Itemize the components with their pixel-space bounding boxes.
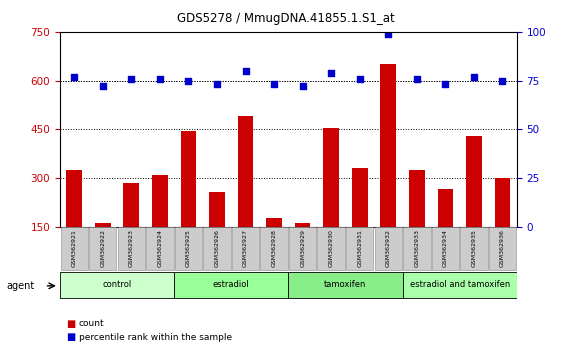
FancyBboxPatch shape bbox=[118, 227, 145, 270]
Text: GSM362935: GSM362935 bbox=[472, 229, 476, 267]
Point bbox=[184, 78, 193, 83]
FancyBboxPatch shape bbox=[432, 227, 459, 270]
Text: GSM362927: GSM362927 bbox=[243, 229, 248, 267]
FancyBboxPatch shape bbox=[61, 227, 88, 270]
Point bbox=[241, 68, 250, 74]
Text: GSM362933: GSM362933 bbox=[415, 229, 419, 267]
FancyBboxPatch shape bbox=[174, 272, 288, 298]
Bar bbox=[152, 175, 168, 227]
Bar bbox=[66, 170, 82, 227]
Bar bbox=[494, 178, 510, 227]
FancyBboxPatch shape bbox=[489, 227, 516, 270]
Text: agent: agent bbox=[7, 281, 35, 291]
Point bbox=[498, 78, 507, 83]
Bar bbox=[266, 218, 282, 227]
Point bbox=[441, 81, 450, 87]
Point bbox=[155, 76, 164, 81]
Point bbox=[412, 76, 421, 81]
Text: GSM362926: GSM362926 bbox=[215, 229, 219, 267]
Text: GDS5278 / MmugDNA.41855.1.S1_at: GDS5278 / MmugDNA.41855.1.S1_at bbox=[176, 12, 395, 25]
Text: GSM362932: GSM362932 bbox=[386, 229, 391, 267]
Text: tamoxifen: tamoxifen bbox=[324, 280, 367, 290]
Bar bbox=[437, 189, 453, 227]
Text: GSM362922: GSM362922 bbox=[100, 229, 105, 267]
Text: estradiol and tamoxifen: estradiol and tamoxifen bbox=[409, 280, 510, 290]
Text: ■: ■ bbox=[66, 319, 75, 329]
Text: GSM362925: GSM362925 bbox=[186, 229, 191, 267]
FancyBboxPatch shape bbox=[460, 227, 488, 270]
FancyBboxPatch shape bbox=[232, 227, 259, 270]
Text: control: control bbox=[102, 280, 132, 290]
Text: GSM362936: GSM362936 bbox=[500, 229, 505, 267]
FancyBboxPatch shape bbox=[403, 227, 431, 270]
FancyBboxPatch shape bbox=[288, 272, 403, 298]
Bar bbox=[466, 136, 482, 227]
FancyBboxPatch shape bbox=[375, 227, 402, 270]
FancyBboxPatch shape bbox=[89, 227, 116, 270]
Point bbox=[298, 84, 307, 89]
Bar bbox=[209, 193, 225, 227]
Text: GSM362934: GSM362934 bbox=[443, 229, 448, 267]
Point bbox=[270, 81, 279, 87]
Text: ■: ■ bbox=[66, 332, 75, 342]
FancyBboxPatch shape bbox=[317, 227, 345, 270]
Text: GSM362930: GSM362930 bbox=[329, 229, 333, 267]
Bar bbox=[409, 170, 425, 227]
Point bbox=[384, 31, 393, 37]
Bar bbox=[238, 116, 254, 227]
Point bbox=[70, 74, 79, 80]
FancyBboxPatch shape bbox=[403, 272, 517, 298]
Text: GSM362929: GSM362929 bbox=[300, 229, 305, 267]
Text: GSM362928: GSM362928 bbox=[272, 229, 276, 267]
Point bbox=[355, 76, 364, 81]
FancyBboxPatch shape bbox=[60, 272, 174, 298]
FancyBboxPatch shape bbox=[146, 227, 174, 270]
FancyBboxPatch shape bbox=[289, 227, 316, 270]
Text: count: count bbox=[79, 319, 104, 329]
Text: GSM362923: GSM362923 bbox=[129, 229, 134, 267]
FancyBboxPatch shape bbox=[175, 227, 202, 270]
Bar bbox=[95, 223, 111, 227]
Bar bbox=[380, 64, 396, 227]
Point bbox=[212, 81, 222, 87]
Text: percentile rank within the sample: percentile rank within the sample bbox=[79, 332, 232, 342]
Text: GSM362931: GSM362931 bbox=[357, 229, 362, 267]
FancyBboxPatch shape bbox=[203, 227, 231, 270]
Bar bbox=[180, 131, 196, 227]
Point bbox=[98, 84, 107, 89]
Point bbox=[127, 76, 136, 81]
Text: GSM362924: GSM362924 bbox=[158, 229, 162, 267]
Bar bbox=[295, 223, 311, 227]
FancyBboxPatch shape bbox=[346, 227, 373, 270]
Point bbox=[327, 70, 336, 76]
Bar bbox=[323, 127, 339, 227]
Bar bbox=[352, 168, 368, 227]
FancyBboxPatch shape bbox=[260, 227, 288, 270]
Text: GSM362921: GSM362921 bbox=[72, 229, 77, 267]
Point bbox=[469, 74, 478, 80]
Bar bbox=[123, 183, 139, 227]
Text: estradiol: estradiol bbox=[213, 280, 250, 290]
